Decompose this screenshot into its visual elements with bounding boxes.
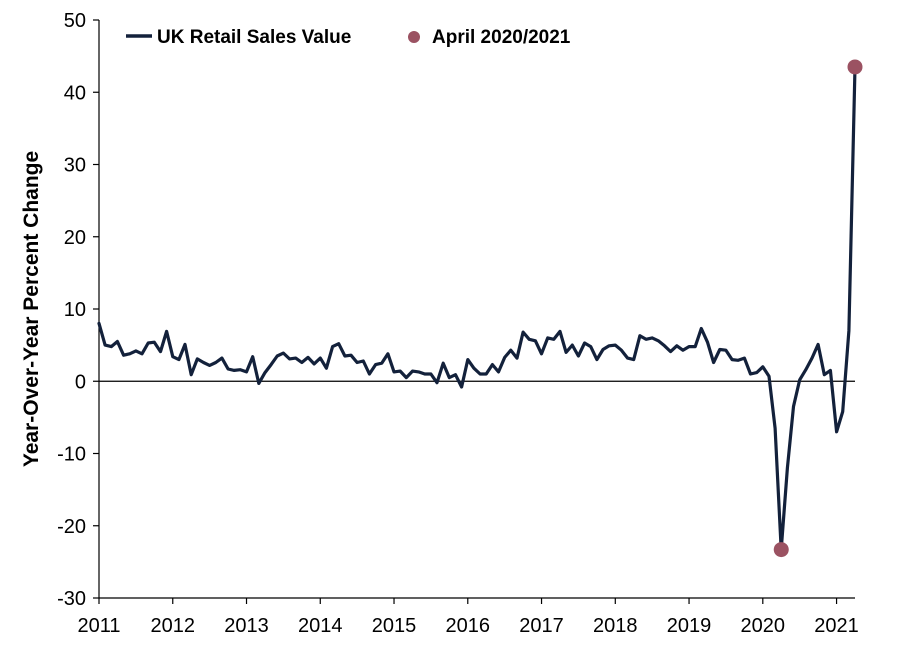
y-tick-label: 10	[64, 299, 86, 321]
april-marker-point	[847, 59, 863, 75]
y-tick-label: 40	[64, 82, 86, 104]
y-tick-label: 50	[64, 10, 86, 32]
y-tick-label: -30	[57, 588, 86, 610]
x-tick-label: 2013	[224, 615, 269, 637]
legend-label-line-series: UK Retail Sales Value	[157, 27, 351, 48]
legend: UK Retail Sales Value April 2020/2021	[126, 27, 571, 48]
x-tick-label: 2020	[741, 615, 786, 637]
marker-layer	[773, 59, 863, 558]
x-tick-label: 2018	[593, 615, 638, 637]
y-tick-label: 20	[64, 227, 86, 249]
y-tick-label: -10	[57, 444, 86, 466]
series-line-uk-retail-sales-value	[97, 65, 857, 552]
april-marker-point	[773, 542, 789, 558]
legend-label-marker-series: April 2020/2021	[432, 27, 571, 48]
x-tick-label: 2012	[151, 615, 196, 637]
x-tick-label: 2019	[667, 615, 712, 637]
y-tick-label: -20	[57, 516, 86, 538]
x-tick-label: 2011	[77, 615, 120, 637]
y-tick-label: 0	[75, 371, 86, 393]
y-axis-title: Year-Over-Year Percent Change	[20, 151, 43, 467]
x-tick-label: 2016	[446, 615, 491, 637]
axes-layer	[93, 19, 855, 604]
y-tick-label: 30	[64, 155, 86, 177]
series-layer	[97, 65, 857, 552]
x-tick-label: 2021	[814, 615, 859, 637]
tick-label-layer: -30 -20 -10 0 10 20 30 40 50 2011 2012 2013 2014 2015…	[57, 10, 859, 637]
x-tick-label: 2014	[298, 615, 343, 637]
x-tick-label: 2015	[372, 615, 417, 637]
x-tick-label: 2017	[519, 615, 564, 637]
legend-marker-swatch	[408, 31, 420, 43]
